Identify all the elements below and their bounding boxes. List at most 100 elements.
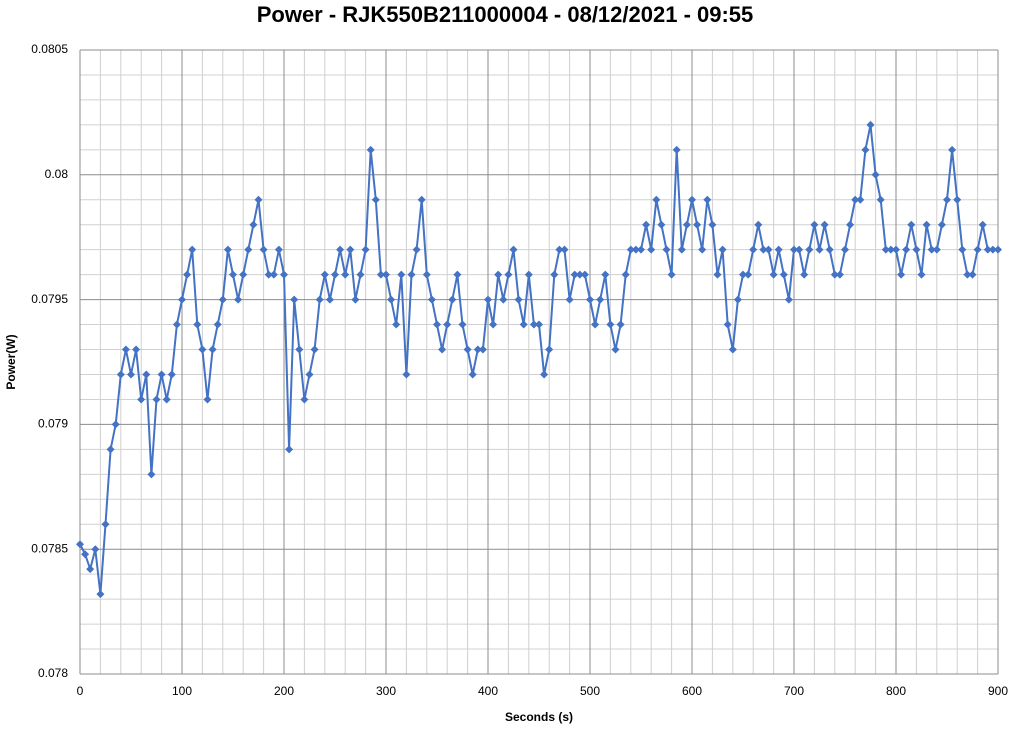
data-point xyxy=(779,270,788,279)
data-point xyxy=(784,295,793,304)
data-point xyxy=(116,370,125,379)
data-point xyxy=(489,320,498,329)
data-point xyxy=(682,220,691,229)
data-point xyxy=(560,245,569,254)
data-point xyxy=(907,220,916,229)
data-point xyxy=(749,245,758,254)
x-tick-label: 600 xyxy=(682,684,702,698)
data-point xyxy=(657,220,666,229)
data-point xyxy=(101,520,110,529)
y-tick-label: 0.0805 xyxy=(31,42,68,56)
data-point xyxy=(881,245,890,254)
data-point xyxy=(305,370,314,379)
data-point xyxy=(519,320,528,329)
data-point xyxy=(815,245,824,254)
data-point xyxy=(871,170,880,179)
data-point xyxy=(356,270,365,279)
data-point xyxy=(535,320,543,329)
data-point xyxy=(96,590,105,599)
data-point xyxy=(320,270,329,279)
data-point xyxy=(499,295,508,304)
y-tick-label: 0.079 xyxy=(38,417,68,431)
data-point xyxy=(422,270,431,279)
data-point xyxy=(443,320,452,329)
data-point xyxy=(234,295,243,304)
data-point xyxy=(351,295,360,304)
data-point xyxy=(132,345,141,354)
data-point xyxy=(152,395,161,404)
data-point xyxy=(958,245,967,254)
data-point xyxy=(264,270,273,279)
data-point xyxy=(540,370,549,379)
data-point xyxy=(417,195,426,204)
data-point xyxy=(300,395,309,404)
data-point xyxy=(514,295,523,304)
data-point xyxy=(295,345,304,354)
data-point xyxy=(703,195,712,204)
data-point xyxy=(846,220,855,229)
data-point xyxy=(978,220,987,229)
data-point xyxy=(387,295,396,304)
data-point xyxy=(835,270,844,279)
data-point xyxy=(718,245,727,254)
data-point xyxy=(76,540,84,549)
data-point xyxy=(111,420,120,429)
data-point xyxy=(565,295,574,304)
data-point xyxy=(739,270,747,279)
data-point xyxy=(866,120,875,129)
x-tick-label: 300 xyxy=(376,684,396,698)
data-point xyxy=(290,295,299,304)
y-axis-title: Power(W) xyxy=(4,334,18,389)
data-point xyxy=(575,270,584,279)
data-point xyxy=(805,245,814,254)
data-point xyxy=(229,270,237,279)
data-point xyxy=(943,195,951,204)
data-point xyxy=(223,245,232,254)
data-point xyxy=(341,270,350,279)
data-point xyxy=(504,270,513,279)
data-point xyxy=(427,295,436,304)
data-point xyxy=(244,245,253,254)
data-point xyxy=(861,145,870,154)
data-point xyxy=(346,245,355,254)
data-point xyxy=(178,295,186,304)
data-point xyxy=(677,245,686,254)
data-point xyxy=(433,320,441,329)
chart-title: Power - RJK550B211000004 - 08/12/2021 - … xyxy=(257,2,754,27)
data-point xyxy=(407,270,416,279)
data-point xyxy=(922,220,931,229)
data-point xyxy=(545,345,554,354)
data-point xyxy=(254,195,263,204)
data-point xyxy=(988,245,997,254)
data-point xyxy=(315,295,324,304)
data-point xyxy=(280,270,288,279)
data-point xyxy=(458,320,467,329)
data-point xyxy=(172,320,181,329)
data-point xyxy=(249,220,258,229)
data-point xyxy=(851,195,860,204)
data-point xyxy=(555,245,564,254)
y-tick-label: 0.08 xyxy=(45,167,69,181)
data-point xyxy=(672,145,681,154)
data-point xyxy=(274,245,283,254)
data-point xyxy=(698,245,707,254)
data-point xyxy=(412,245,421,254)
data-point xyxy=(596,295,605,304)
data-point xyxy=(361,245,370,254)
data-point xyxy=(550,270,559,279)
data-point xyxy=(759,245,768,254)
x-tick-label: 400 xyxy=(478,684,498,698)
data-point xyxy=(841,245,849,254)
data-point xyxy=(647,245,656,254)
data-point xyxy=(917,270,926,279)
data-point xyxy=(611,345,620,354)
data-point xyxy=(259,245,268,254)
data-point xyxy=(601,270,610,279)
data-point xyxy=(769,270,778,279)
data-point xyxy=(754,220,763,229)
data-point xyxy=(983,245,992,254)
data-point xyxy=(876,195,885,204)
data-point xyxy=(397,270,406,279)
data-point xyxy=(193,320,202,329)
data-point xyxy=(637,245,645,254)
